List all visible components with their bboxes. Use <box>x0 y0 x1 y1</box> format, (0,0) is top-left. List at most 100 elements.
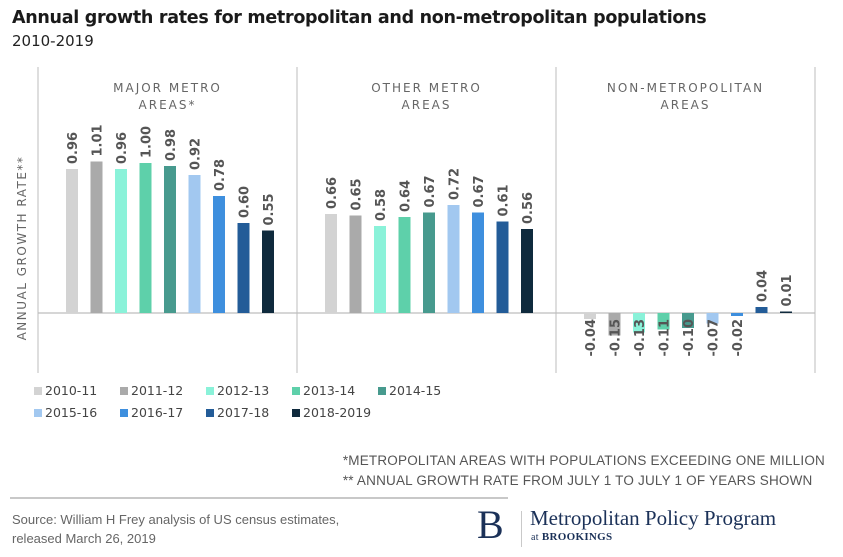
data-label: 0.78 <box>213 159 228 191</box>
footnotes: *METROPOLITAN AREAS WITH POPULATIONS EXC… <box>343 451 825 491</box>
data-label: 1.00 <box>140 126 155 158</box>
bar <box>398 217 411 313</box>
y-axis-label: ANNUAL GROWTH RATE** <box>15 156 29 341</box>
logo-separator <box>521 511 522 547</box>
source-note: Source: William H Frey analysis of US ce… <box>12 510 339 548</box>
divider <box>10 497 508 499</box>
legend-swatch <box>378 387 386 395</box>
panel-label-line-2: AREAS <box>402 98 452 112</box>
bar <box>633 313 645 333</box>
panel-label-line-2: AREAS <box>661 98 711 112</box>
bar <box>472 212 484 313</box>
data-label: 0.92 <box>189 138 204 170</box>
bar <box>780 311 792 313</box>
legend-swatch <box>206 409 214 417</box>
source-line-2: released March 26, 2019 <box>12 531 156 546</box>
legend-item: 2018-2019 <box>292 405 371 420</box>
bar <box>164 166 176 313</box>
bar <box>349 215 362 313</box>
data-label: 0.61 <box>497 184 512 216</box>
legend-item: 2013-14 <box>292 383 355 398</box>
legend-label: 2013-14 <box>303 383 356 398</box>
bar <box>608 313 621 336</box>
data-label: 0.01 <box>780 274 795 306</box>
bar <box>66 169 78 313</box>
data-label: 0.66 <box>325 177 340 209</box>
legend-item: 2012-13 <box>206 383 269 398</box>
data-label: -0.11 <box>658 319 673 356</box>
data-label: -0.10 <box>682 319 697 356</box>
bar <box>496 221 509 313</box>
data-label: -0.04 <box>584 319 599 356</box>
footnote-growth-rate: ** ANNUAL GROWTH RATE FROM JULY 1 TO JUL… <box>342 473 813 488</box>
panel-label-line-2: AREAS* <box>139 98 197 112</box>
legend-item: 2010-11 <box>34 383 97 398</box>
bar <box>213 196 225 313</box>
legend-swatch <box>34 409 42 417</box>
legend-swatch <box>206 387 214 395</box>
bar <box>447 205 460 313</box>
logo-at: at <box>531 532 539 543</box>
data-label: -0.13 <box>633 319 648 356</box>
bar <box>521 229 533 313</box>
legend-label: 2018-2019 <box>303 405 372 420</box>
legend-label: 2016-17 <box>131 405 184 420</box>
data-label: 0.96 <box>115 132 130 164</box>
data-label: 0.64 <box>399 180 414 212</box>
data-label: -0.02 <box>731 319 746 356</box>
legend-label: 2010-11 <box>45 383 98 398</box>
panel-label-line-1: NON-METROPOLITAN <box>607 81 764 95</box>
bar <box>325 214 337 313</box>
panel-label-line-1: MAJOR METRO <box>113 81 222 95</box>
footnote-major-metro: *METROPOLITAN AREAS WITH POPULATIONS EXC… <box>342 453 825 468</box>
data-label: 1.01 <box>91 124 106 156</box>
data-label: 0.67 <box>472 175 487 207</box>
legend-item: 2014-15 <box>378 383 441 398</box>
data-label: 0.72 <box>448 168 463 200</box>
bar <box>682 313 694 328</box>
legend-label: 2014-15 <box>389 383 442 398</box>
bar <box>237 223 250 313</box>
bar-chart: ANNUAL GROWTH RATE** MAJOR METRO AREAS* 0.9… <box>15 67 816 373</box>
bar <box>706 313 719 324</box>
legend-label: 2012-13 <box>217 383 270 398</box>
data-label: -0.15 <box>609 319 624 356</box>
data-label: 0.65 <box>350 178 365 210</box>
logo-organization: at BROOKINGS <box>531 531 612 543</box>
legend-item: 2011-12 <box>120 383 183 398</box>
data-label: 0.55 <box>262 193 277 225</box>
legend-item: 2015-16 <box>34 405 97 420</box>
logo-org-name: BROOKINGS <box>541 531 613 543</box>
data-label: 0.67 <box>423 175 438 207</box>
data-label: -0.07 <box>707 319 722 356</box>
logo-program-name: Metropolitan Policy Program <box>530 506 777 530</box>
legend-swatch <box>34 387 42 395</box>
bar <box>90 161 103 313</box>
bar <box>374 226 386 313</box>
bar <box>755 307 768 313</box>
data-label: 0.98 <box>164 129 179 161</box>
data-label: 0.60 <box>238 186 253 218</box>
data-label: 0.04 <box>756 270 771 302</box>
legend-label: 2017-18 <box>217 405 270 420</box>
data-label: 0.96 <box>66 132 81 164</box>
bar <box>657 313 670 330</box>
data-label: 0.56 <box>521 192 536 224</box>
bar <box>188 175 201 313</box>
legend-item: 2017-18 <box>206 405 269 420</box>
chart-title: Annual growth rates for metropolitan and… <box>12 8 707 28</box>
bar <box>423 212 435 313</box>
chart-subtitle: 2010-2019 <box>12 32 94 50</box>
bar <box>115 169 127 313</box>
brookings-logo-mark: B <box>477 502 504 547</box>
bar <box>139 163 152 313</box>
legend-swatch <box>292 409 300 417</box>
legend-label: 2015-16 <box>45 405 98 420</box>
legend-swatch <box>120 387 128 395</box>
bar <box>731 313 743 316</box>
panel-label-line-1: OTHER METRO <box>371 81 482 95</box>
legend-swatch <box>120 409 128 417</box>
legend-swatch <box>292 387 300 395</box>
source-line-1: Source: William H Frey analysis of US ce… <box>12 512 340 527</box>
bar <box>262 230 274 313</box>
